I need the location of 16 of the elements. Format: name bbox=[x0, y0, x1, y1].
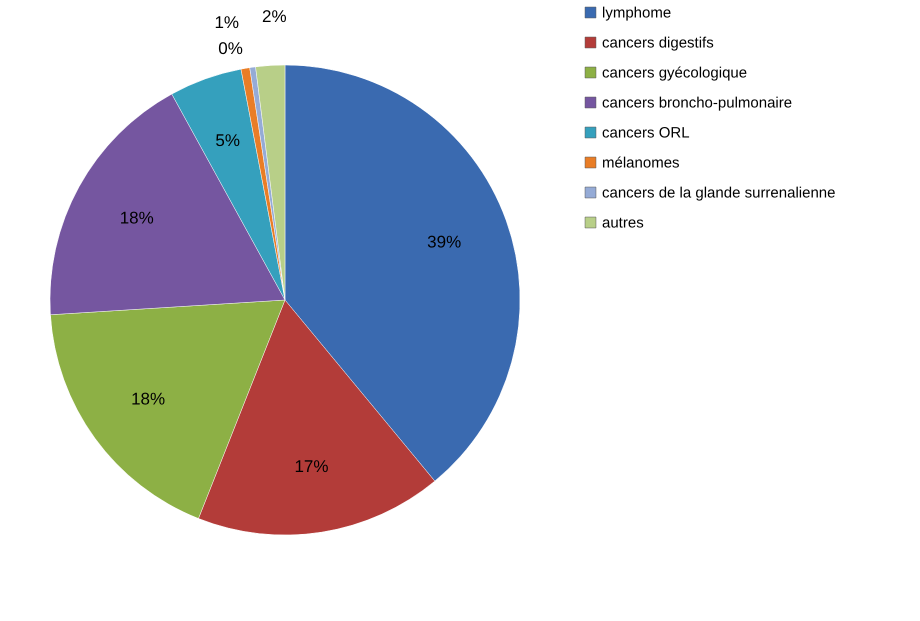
legend-label: cancers gyécologique bbox=[602, 64, 748, 82]
data-label: 1% bbox=[214, 13, 240, 32]
data-label: 17% bbox=[294, 457, 328, 476]
legend-label: cancers broncho-pulmonaire bbox=[602, 94, 792, 112]
legend-label: cancers de la glande surrenalienne bbox=[602, 184, 836, 202]
data-label: 2% bbox=[262, 7, 287, 26]
data-label: 18% bbox=[120, 208, 154, 228]
data-label: 5% bbox=[215, 130, 240, 150]
data-label: 18% bbox=[131, 389, 166, 408]
data-label: 39% bbox=[427, 232, 462, 252]
data-label: 0% bbox=[218, 38, 243, 58]
legend-label: autres bbox=[602, 214, 644, 232]
legend-label: cancers ORL bbox=[602, 124, 690, 142]
legend-label: lymphome bbox=[602, 4, 672, 22]
legend-label: mélanomes bbox=[602, 154, 680, 172]
legend-label: cancers digestifs bbox=[602, 34, 714, 52]
